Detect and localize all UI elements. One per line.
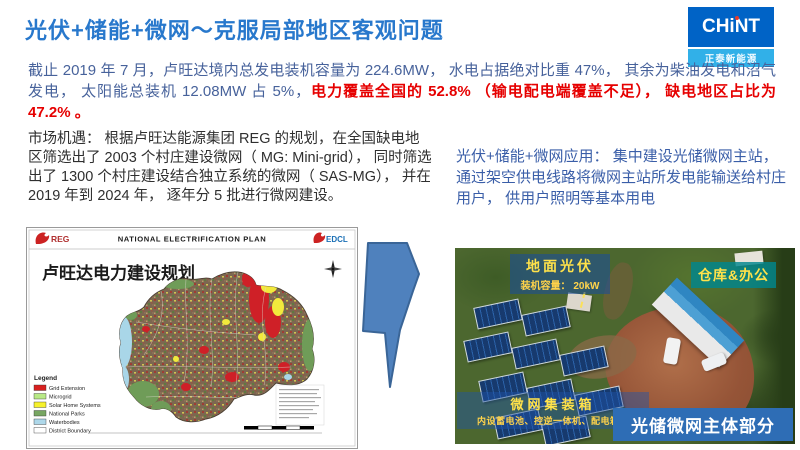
market-opportunity-text: 市场机遇： 根据卢旺达能源集团 REG 的规划，在全国缺电地区筛选出了 2003… (28, 131, 432, 204)
chint-red-dot-icon (735, 16, 739, 20)
legend-label: District Boundary (49, 429, 91, 435)
chint-tagline: 正泰新能源 (688, 49, 774, 67)
intro-text: 截止 2019 年 7 月，卢旺达境内总发电装机容量为 224.6MW， 水电占… (28, 62, 776, 100)
solar-panel (511, 338, 561, 370)
legend-swatch (33, 401, 47, 408)
metadata-block (275, 384, 325, 426)
edcl-logo-text: EDCL (326, 235, 348, 244)
flow-arrow (350, 240, 470, 450)
site-photo: 地面光伏 装机容量： 20kW 仓库&办公 微网集装箱 内设蓄电池、控逆一体机、… (455, 248, 795, 444)
solar-panel (521, 305, 571, 337)
solar-panel (463, 331, 513, 363)
legend-swatch (33, 410, 47, 417)
ground-pv-capacity: 装机容量： 20kW (520, 281, 600, 292)
container-title: 微网集装箱 (510, 397, 596, 412)
application-text: 光伏+储能+微网应用： 集中建设光储微网主站， 通过架空供电线路将微网主站所发电… (456, 148, 787, 207)
page-title: 光伏+储能+微网～克服局部地区客观问题 (25, 18, 444, 43)
rwanda-electrification-map: REG NATIONAL ELECTRIFICATION PLAN EDCL 卢… (26, 227, 358, 449)
legend-label: National Parks (49, 412, 85, 418)
reg-logo-text: REG (51, 234, 70, 244)
container-desc: 内设蓄电池、控逆一体机、配电箱等 (476, 416, 629, 426)
edcl-logo: EDCL (313, 232, 348, 244)
legend-title: Legend (34, 375, 57, 382)
map-inner-frame (28, 229, 356, 447)
legend-swatch (33, 384, 47, 391)
arrow-shape (362, 242, 420, 388)
legend-label: Waterbodies (49, 420, 80, 426)
solar-panel (473, 298, 523, 330)
flow-arrow-icon (362, 242, 420, 388)
scale-bar (244, 425, 314, 430)
legend-label: Microgrid (49, 395, 72, 401)
map-legend: Legend Grid Extension Microgrid Solar Ho… (33, 375, 101, 435)
chint-logo: CHiNT 正泰新能源 (688, 7, 774, 67)
legend-swatch (33, 427, 47, 434)
chint-logo-box: CHiNT (688, 7, 774, 47)
chint-brand-text: CHiNT (701, 16, 761, 37)
legend-label: Solar Home Systems (49, 403, 101, 409)
reg-logo: REG (35, 232, 70, 244)
canopy-structure (566, 292, 592, 312)
compass-icon (324, 260, 342, 278)
intro-paragraph: 截止 2019 年 7 月，卢旺达境内总发电装机容量为 224.6MW， 水电占… (28, 60, 776, 123)
map-svg: REG NATIONAL ELECTRIFICATION PLAN EDCL 卢… (26, 227, 358, 449)
legend-swatch (33, 393, 47, 400)
map-plan-title: NATIONAL ELECTRIFICATION PLAN (118, 235, 267, 244)
ground-pv-title: 地面光伏 (526, 258, 594, 274)
photo-caption: 光储微网主体部分 (613, 408, 793, 441)
map-caption: 卢旺达电力建设规划 (42, 263, 195, 283)
label-warehouse: 仓库&办公 (691, 262, 777, 288)
label-ground-pv: 地面光伏 装机容量： 20kW (510, 254, 610, 294)
intro-highlight-text: 电力覆盖全国的 52.8% （输电配电端覆盖不足）， 缺电地区占比为 47.2%… (28, 83, 776, 121)
legend-label: Grid Extension (49, 386, 85, 392)
legend-swatch (33, 418, 47, 425)
